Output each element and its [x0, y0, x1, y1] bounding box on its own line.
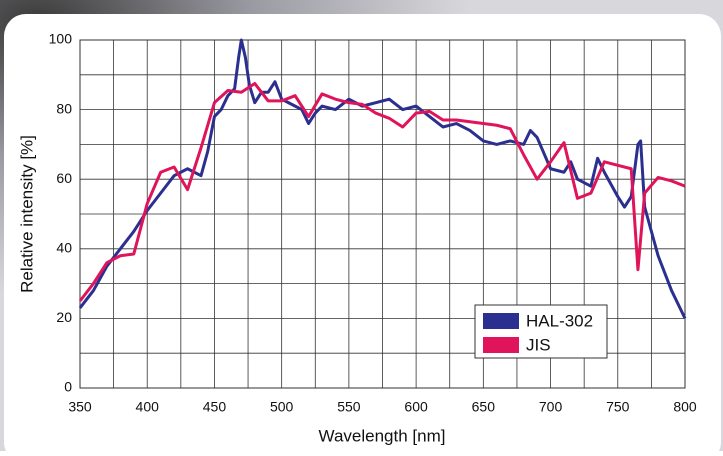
- x-tick-label: 500: [270, 399, 294, 415]
- legend-label: JIS: [526, 335, 551, 354]
- x-tick-label: 700: [539, 399, 563, 415]
- x-tick-label: 650: [472, 399, 496, 415]
- legend-swatch: [483, 313, 519, 329]
- grid: [79, 39, 686, 389]
- y-tick-label: 60: [56, 170, 72, 186]
- x-tick-label: 400: [136, 399, 160, 415]
- legend-label: HAL-302: [526, 311, 593, 330]
- y-tick-label: 40: [56, 240, 72, 256]
- x-tick-label: 800: [673, 399, 697, 415]
- y-tick-label: 20: [56, 309, 72, 325]
- lines: [78, 38, 687, 320]
- y-tick-label: 100: [49, 31, 73, 47]
- legend-items: HAL-302 JIS: [483, 311, 593, 354]
- labels: 0 20 40 60 80 100 350 400 450 500 550 600 650 700 750 8…: [49, 31, 697, 415]
- legend-swatch: [483, 337, 519, 353]
- series-line: [78, 82, 686, 302]
- x-tick-label: 600: [404, 399, 428, 415]
- x-axis-label: Wavelength [nm]: [319, 426, 446, 445]
- x-tick-label: 550: [337, 399, 361, 415]
- x-tick-label: 450: [203, 399, 227, 415]
- y-tick-label: 80: [56, 100, 72, 116]
- y-axis-label: Relative intensity [%]: [17, 135, 36, 293]
- x-tick-label: 750: [606, 399, 630, 415]
- x-tick-label: 350: [68, 399, 92, 415]
- y-tick-label: 0: [64, 379, 72, 395]
